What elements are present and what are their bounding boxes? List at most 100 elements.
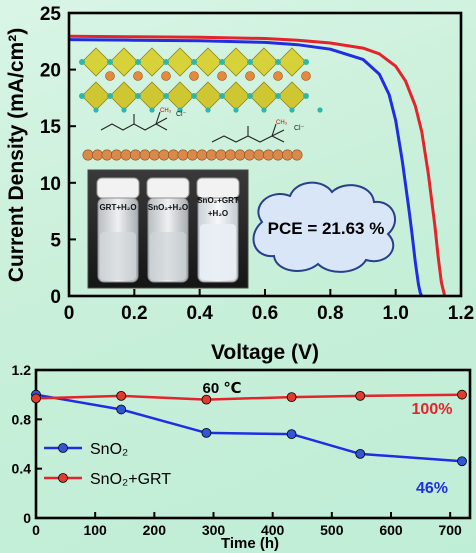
legend-sno2-marker — [58, 443, 68, 453]
halide-sphere — [261, 107, 267, 113]
jv-series-group — [68, 34, 447, 297]
halide-sphere — [177, 107, 183, 113]
substrate-bead — [281, 149, 293, 161]
substrate-bead — [262, 149, 274, 161]
cation-sphere — [301, 71, 311, 81]
halide-sphere — [121, 107, 127, 113]
stability-y-tick-label: 0 — [23, 510, 31, 526]
halide-sphere — [275, 59, 281, 65]
jv-x-tick-label: 0 — [64, 303, 75, 324]
substrate-bead — [253, 149, 265, 161]
octahedron — [277, 81, 307, 111]
stability-point-sno2-grt — [286, 392, 297, 403]
stability-point-sno2 — [116, 404, 127, 415]
chloride-label-right: Cl⁻ — [294, 125, 305, 132]
substrate-bead — [149, 149, 161, 161]
halide-sphere — [79, 59, 85, 65]
octahedron — [81, 47, 111, 77]
halide-sphere — [93, 107, 99, 113]
halide-sphere — [247, 93, 253, 99]
vial-photo-inset: GRT+H₂O SnO₂+H₂O SnO₂+GRT +H₂O — [87, 169, 249, 289]
octahedron — [165, 81, 195, 111]
cation-sphere — [273, 71, 283, 81]
halide-sphere — [107, 59, 113, 65]
octahedron — [193, 47, 223, 77]
halide-sphere — [247, 59, 253, 65]
halide-sphere — [79, 93, 85, 99]
jv-y-tick-label: 25 — [40, 4, 62, 25]
jv-x-tick-label: 0.2 — [121, 303, 147, 324]
temperature-label: 60 ℃ — [202, 380, 241, 397]
halide-sphere — [205, 107, 211, 113]
substrate-bead — [120, 149, 132, 161]
sno2-end-label: 46% — [416, 480, 448, 497]
jv-ticks: 0 0.2 0.4 0.6 0.8 1.0 1.2 0 5 10 15 20 25 — [40, 4, 474, 324]
grt-molecule-left — [100, 111, 168, 131]
stability-x-tick-label: 100 — [83, 522, 107, 538]
halide-sphere — [191, 93, 197, 99]
legend-sno2-label: SnO₂ — [90, 441, 128, 458]
substrate-bead — [225, 149, 237, 161]
jv-y-axis-label: Current Density (mA/cm²) — [5, 28, 28, 282]
vial-label-2: SnO₂+H₂O — [148, 203, 188, 212]
vial-sno2-grt-water — [196, 177, 240, 283]
stability-x-tick-label: 0 — [32, 522, 40, 538]
substrate-bead — [234, 149, 246, 161]
jv-x-tick-label: 0.6 — [252, 303, 278, 324]
halide-sphere — [275, 93, 281, 99]
octahedron — [193, 81, 223, 111]
stability-series-group — [31, 389, 467, 467]
perovskite-structure-illustration: Cl⁻ CH₃ Cl⁻ CH₃ — [79, 47, 323, 161]
cation-sphere — [133, 71, 143, 81]
halide-sphere — [219, 93, 225, 99]
halide-sphere — [163, 93, 169, 99]
vial-label-3: SnO₂+GRT — [197, 196, 239, 205]
jv-y-tick-label: 0 — [50, 287, 61, 308]
substrate-bead — [291, 149, 303, 161]
stability-ticks: 0 100 200 300 400 500 600 700 0 0.4 0.8 1.2 — [12, 362, 463, 538]
octahedron — [81, 81, 111, 111]
halide-sphere — [317, 107, 323, 113]
substrate-bead — [177, 149, 189, 161]
substrate-bead — [111, 149, 123, 161]
stability-line-sno2 — [35, 393, 463, 463]
substrate-bead — [139, 149, 151, 161]
halide-sphere — [233, 107, 239, 113]
substrate-bead — [168, 149, 180, 161]
stability-y-tick-label: 0.8 — [12, 411, 32, 427]
stability-point-sno2-grt — [457, 389, 467, 400]
jv-curve-blue — [68, 38, 424, 297]
substrate-bead — [158, 149, 170, 161]
stability-point-sno2 — [286, 429, 297, 440]
octahedron — [249, 47, 279, 77]
pce-cloud: PCE = 21.63 % — [252, 181, 396, 273]
vial-sno2-water — [146, 177, 190, 283]
stability-x-axis-label: Time (h) — [221, 535, 279, 552]
jv-y-tick-label: 20 — [40, 61, 61, 82]
halide-sphere — [289, 107, 295, 113]
grt-molecule-right — [211, 123, 285, 143]
substrate-bead — [101, 149, 113, 161]
jv-x-axis-label: Voltage (V) — [211, 341, 319, 364]
stability-point-sno2 — [201, 427, 212, 438]
halide-sphere — [135, 59, 141, 65]
substrate-bead — [215, 149, 227, 161]
stability-point-sno2-grt — [116, 390, 127, 401]
halide-sphere — [303, 93, 309, 99]
pce-label: PCE = 21.63 % — [268, 219, 385, 238]
stability-y-tick-label: 1.2 — [12, 362, 32, 378]
jv-y-tick-label: 10 — [40, 174, 61, 195]
vial-grt-water — [96, 177, 140, 283]
jv-y-tick-label: 5 — [50, 230, 61, 251]
substrate-bead — [206, 149, 218, 161]
octahedron — [249, 81, 279, 111]
legend-sno2-grt-marker — [58, 473, 68, 483]
substrate-bead — [196, 149, 208, 161]
jv-x-tick-label: 1.0 — [382, 303, 408, 324]
substrate-bead — [187, 149, 199, 161]
stability-point-sno2-grt — [201, 394, 212, 405]
stability-y-tick-label: 0.4 — [12, 461, 32, 477]
halide-sphere — [149, 107, 155, 113]
stability-x-tick-label: 300 — [202, 522, 226, 538]
stability-x-tick-label: 700 — [438, 522, 462, 538]
